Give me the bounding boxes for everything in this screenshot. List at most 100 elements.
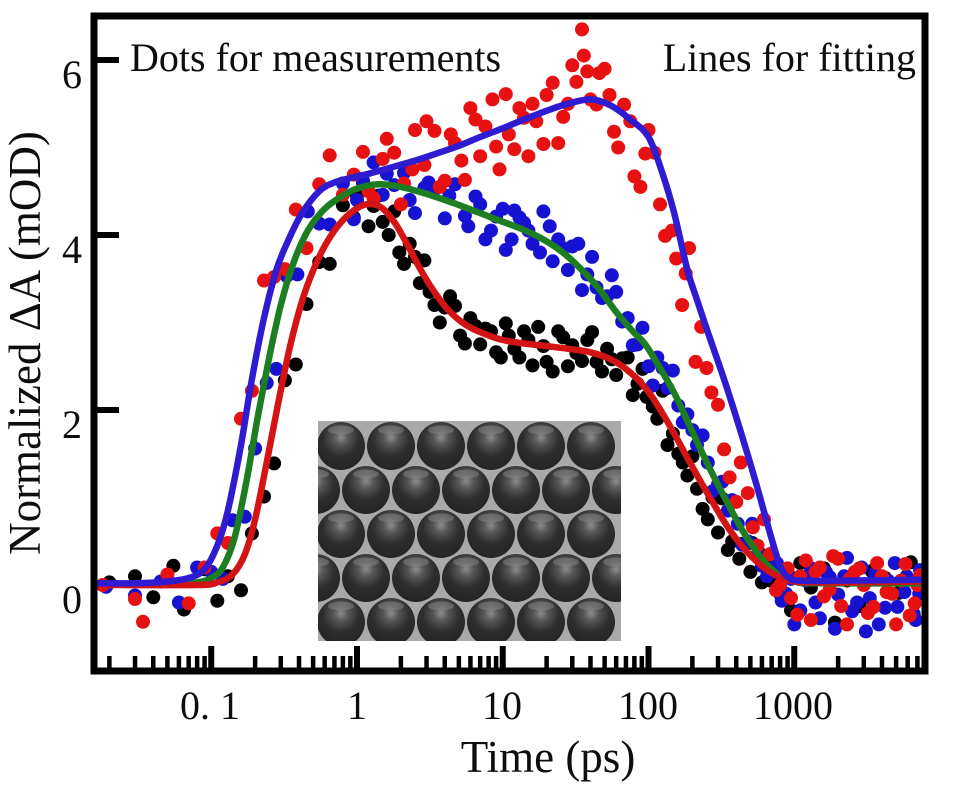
black-dots — [700, 512, 715, 527]
blue-dots-data — [858, 624, 873, 639]
blue-dots-data — [437, 211, 452, 226]
inset-clip-group — [318, 421, 621, 641]
inset-sphere-highlight — [578, 513, 604, 523]
inset-sphere — [342, 554, 390, 602]
inset-sphere-highlight — [603, 469, 621, 479]
black-dots — [732, 551, 747, 566]
blue-dots-data — [545, 254, 560, 269]
blue-dots-data — [473, 197, 488, 212]
blue-dots-data — [421, 175, 436, 190]
inset-sphere — [318, 466, 340, 514]
red-dots — [322, 148, 337, 163]
black-dots — [620, 350, 635, 365]
red-dots — [576, 48, 591, 63]
inset-sphere-highlight — [503, 469, 529, 479]
red-dots — [545, 75, 560, 90]
red-dots — [831, 551, 846, 566]
black-dots — [473, 337, 488, 352]
x-tick-10: 10 — [482, 683, 522, 728]
plot-frame — [90, 12, 929, 675]
inset-sphere-highlight — [318, 469, 329, 479]
red-dots — [427, 123, 442, 138]
blue-dots-data — [461, 219, 476, 234]
red-dots — [408, 123, 422, 137]
red-dots — [393, 197, 408, 212]
inset-sphere — [467, 510, 515, 558]
inset-sphere — [542, 554, 590, 602]
black-dots — [375, 214, 390, 229]
black-dots — [288, 357, 303, 372]
red-dots — [885, 586, 900, 601]
inset-sphere — [467, 598, 515, 641]
inset-sphere — [492, 466, 540, 514]
blue-dots-data — [408, 206, 422, 221]
inset-sphere — [517, 510, 565, 558]
red-dots — [733, 455, 748, 470]
inset-sphere — [367, 510, 415, 558]
red-dots — [840, 617, 854, 632]
red-dots — [898, 557, 913, 571]
inset-sphere — [318, 598, 365, 641]
blue-dots-data — [665, 363, 680, 378]
inset-sphere — [392, 554, 440, 602]
red-dots — [536, 137, 551, 151]
black-dots — [361, 219, 376, 234]
red-dots — [473, 149, 488, 164]
blue-dots-data — [536, 204, 551, 219]
blue-dots-data — [498, 242, 513, 257]
black-dots — [493, 350, 508, 365]
red-dots — [375, 151, 390, 166]
inset-sphere — [492, 554, 540, 602]
blue-dots-data — [878, 600, 893, 615]
red-dots — [356, 144, 370, 159]
fit-lines-layer — [95, 96, 925, 589]
inset-sphere-highlight — [428, 513, 454, 523]
blue-dots-data — [542, 219, 557, 234]
green-fit-line — [95, 181, 925, 588]
red-dots — [565, 58, 580, 73]
inset-sphere-highlight — [328, 513, 354, 523]
inset-sphere-highlight — [403, 469, 429, 479]
inset-sphere-highlight — [328, 425, 354, 435]
red-dots — [870, 556, 885, 571]
black-dots — [322, 256, 337, 271]
red-dots — [580, 64, 595, 79]
black-dots — [580, 333, 595, 347]
red-dots — [711, 397, 725, 412]
black-dots — [432, 315, 447, 330]
red-dots — [128, 592, 142, 606]
red-dots — [468, 112, 483, 127]
red-dots — [539, 88, 554, 102]
inset-sphere-highlight — [478, 513, 504, 523]
red-fit-line — [95, 200, 925, 589]
red-dots — [405, 162, 420, 177]
blue-dots-data — [484, 223, 498, 238]
annotation-dots: Dots for measurements — [130, 35, 501, 80]
black-dots — [463, 311, 478, 326]
red-dots — [478, 119, 493, 134]
red-dots — [889, 617, 904, 632]
black-dots — [551, 324, 566, 339]
blue-dots-data — [887, 556, 902, 571]
y-tick-2: 2 — [62, 402, 82, 447]
red-dots — [525, 96, 540, 111]
inset-sphere-highlight — [578, 425, 604, 435]
red-dots — [569, 74, 584, 89]
red-dots — [387, 145, 402, 160]
black-dots — [498, 316, 513, 331]
inset-sphere-highlight — [528, 513, 554, 523]
red-dots — [722, 470, 737, 485]
blue-dots-data — [609, 284, 624, 299]
inset-sem-image — [318, 421, 621, 641]
inset-sphere-highlight — [378, 425, 404, 435]
inset-sphere-highlight — [353, 557, 379, 567]
blue-dots-data — [845, 604, 860, 619]
blue-dots-data — [585, 249, 600, 264]
red-dots — [181, 596, 196, 611]
black-dots — [660, 438, 675, 452]
black-dots — [720, 543, 735, 557]
red-dots — [556, 109, 571, 124]
inset-sphere-highlight — [478, 425, 504, 435]
